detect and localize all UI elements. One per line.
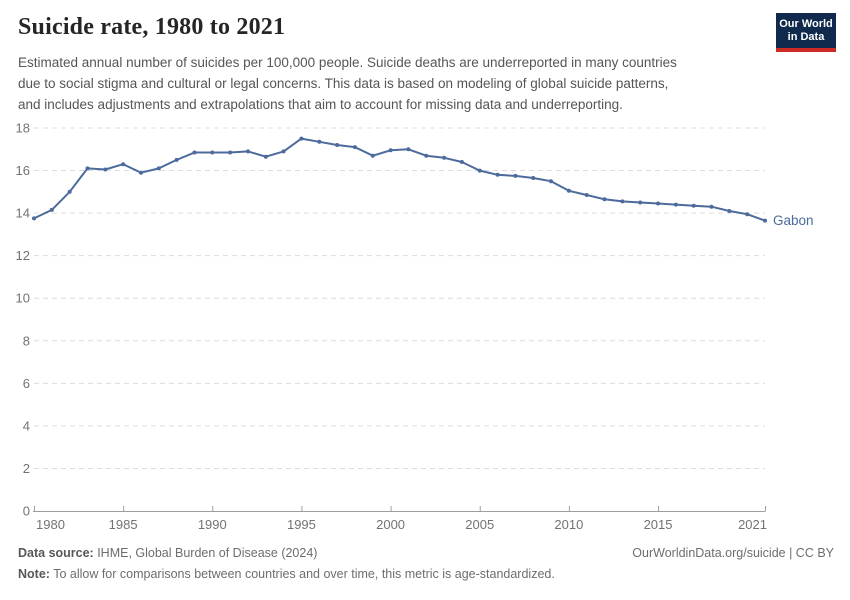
gabon-data-point xyxy=(174,157,179,162)
gabon-data-point xyxy=(370,153,375,158)
note-text: Note: To allow for comparisons between c… xyxy=(18,567,555,581)
gabon-data-point xyxy=(459,160,464,164)
x-axis-tick-label: 1985 xyxy=(109,517,138,532)
y-axis-tick-label: 16 xyxy=(16,163,30,178)
x-axis-tick-label: 2015 xyxy=(644,517,673,532)
gabon-data-point xyxy=(763,218,767,223)
chart-footer: Data source: IHME, Global Burden of Dise… xyxy=(18,543,834,585)
subtitle-line: due to social stigma and cultural or leg… xyxy=(18,76,669,91)
subtitle-line: Estimated annual number of suicides per … xyxy=(18,55,677,70)
chart-subtitle: Estimated annual number of suicides per … xyxy=(18,52,778,115)
y-axis-tick-label: 8 xyxy=(23,333,30,348)
gabon-data-point xyxy=(495,172,500,177)
y-axis-tick-label: 12 xyxy=(16,248,30,263)
x-axis-tick-label: 1980 xyxy=(36,517,65,532)
gabon-data-point xyxy=(709,204,714,209)
gabon-data-point xyxy=(531,176,536,180)
x-axis-tick-label: 1990 xyxy=(198,517,227,532)
y-axis-tick-label: 2 xyxy=(23,461,30,476)
gabon-data-point xyxy=(49,207,54,212)
gabon-data-point xyxy=(156,166,161,171)
y-axis-tick-label: 0 xyxy=(23,504,30,519)
x-axis-tick-label: 2000 xyxy=(376,517,405,532)
gabon-data-point xyxy=(442,155,447,160)
gabon-data-point xyxy=(584,193,589,197)
gabon-data-point xyxy=(673,202,678,207)
gabon-data-point xyxy=(638,200,643,205)
gabon-data-point xyxy=(352,145,357,150)
gabon-data-point xyxy=(602,197,607,202)
gabon-data-point xyxy=(228,150,233,155)
gabon-data-point xyxy=(388,148,393,153)
gabon-data-point xyxy=(32,216,36,221)
gabon-data-point xyxy=(246,149,250,154)
owid-logo-text: in Data xyxy=(787,31,825,43)
x-axis-tick-label: 2021 xyxy=(738,517,767,532)
gabon-data-point xyxy=(67,189,72,194)
owid-logo[interactable]: Our World in Data xyxy=(776,13,836,52)
gabon-data-point xyxy=(85,166,90,171)
series-end-label[interactable]: Gabon xyxy=(773,213,814,228)
gabon-data-point xyxy=(656,201,660,206)
gabon-data-point xyxy=(424,153,429,158)
owid-cc-link[interactable]: OurWorldinData.org/suicide | CC BY xyxy=(632,546,834,560)
gabon-data-point xyxy=(745,212,750,217)
gabon-data-point xyxy=(335,143,340,147)
y-axis-tick-label: 10 xyxy=(16,291,30,306)
owid-logo-text: Our World xyxy=(779,18,833,30)
y-axis-tick-label: 18 xyxy=(16,121,30,136)
gabon-data-point xyxy=(317,139,322,144)
gabon-data-point xyxy=(513,173,518,178)
data-source-text: Data source: IHME, Global Burden of Dise… xyxy=(18,546,318,560)
gabon-data-point xyxy=(263,154,268,159)
gabon-line[interactable] xyxy=(33,137,766,222)
gabon-data-point xyxy=(121,162,126,167)
x-axis-tick-label: 2010 xyxy=(554,517,583,532)
gabon-data-point xyxy=(477,168,482,173)
gabon-data-point xyxy=(691,203,696,208)
gabon-data-point xyxy=(103,167,108,172)
y-axis-tick-label: 14 xyxy=(16,206,30,221)
page-title: Suicide rate, 1980 to 2021 xyxy=(18,14,286,40)
gabon-data-point xyxy=(549,179,553,184)
gabon-data-point xyxy=(620,199,625,204)
gabon-data-point xyxy=(139,170,143,175)
gabon-data-point xyxy=(299,136,304,141)
gabon-data-point xyxy=(406,147,411,152)
gabon-data-point xyxy=(281,149,286,154)
x-axis-tick-label: 2005 xyxy=(465,517,494,532)
gabon-data-point xyxy=(727,209,732,213)
x-axis-tick-label: 1995 xyxy=(287,517,316,532)
subtitle-line: and includes adjustments and extrapolati… xyxy=(18,97,623,112)
gabon-data-point xyxy=(192,150,197,155)
gabon-data-point xyxy=(566,188,571,193)
gabon-data-point xyxy=(210,150,215,155)
y-axis-tick-label: 4 xyxy=(23,418,30,433)
y-axis-tick-label: 6 xyxy=(23,376,30,391)
